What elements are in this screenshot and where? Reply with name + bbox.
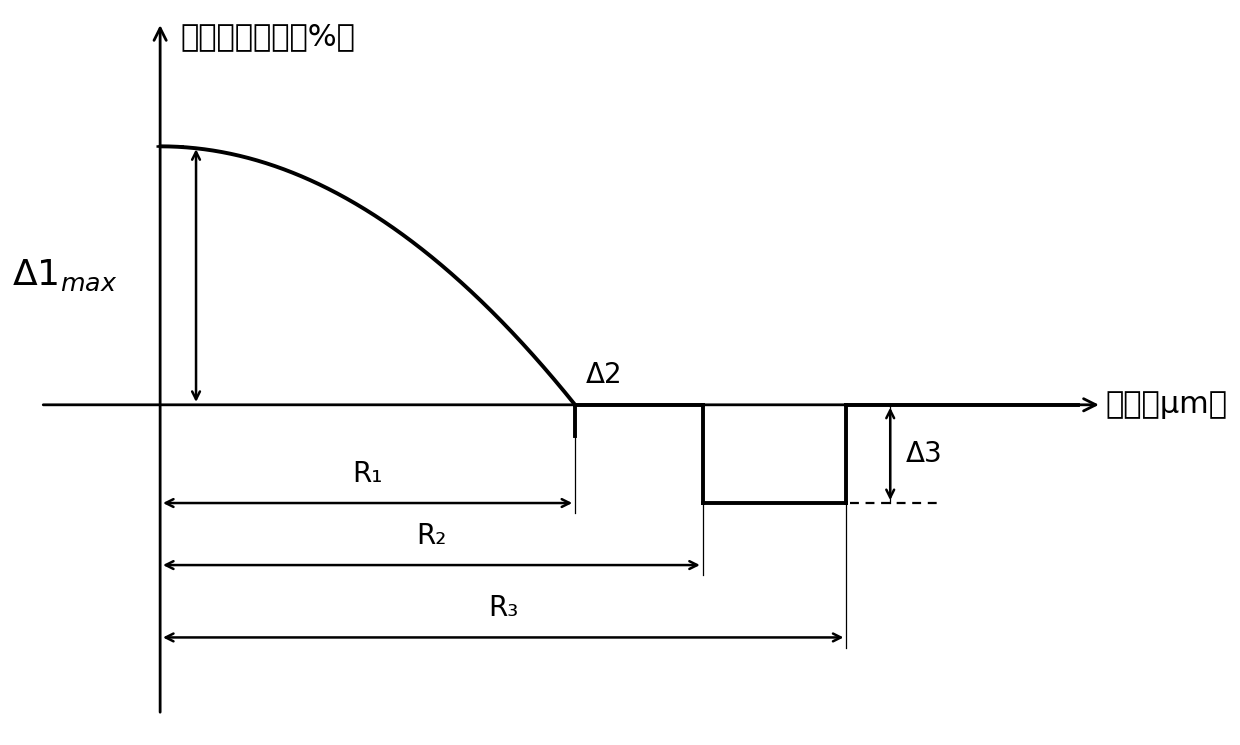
Text: $\Delta 2$: $\Delta 2$	[584, 361, 620, 390]
Text: R₂: R₂	[417, 522, 446, 550]
Text: 相对折射率差（%）: 相对折射率差（%）	[180, 22, 355, 51]
Text: $\Delta 1_{max}$: $\Delta 1_{max}$	[11, 258, 117, 294]
Text: R₁: R₁	[352, 460, 383, 487]
Text: R₃: R₃	[489, 594, 518, 622]
Text: $\Delta 3$: $\Delta 3$	[904, 440, 941, 468]
Text: 半径（μm）: 半径（μm）	[1106, 390, 1228, 419]
